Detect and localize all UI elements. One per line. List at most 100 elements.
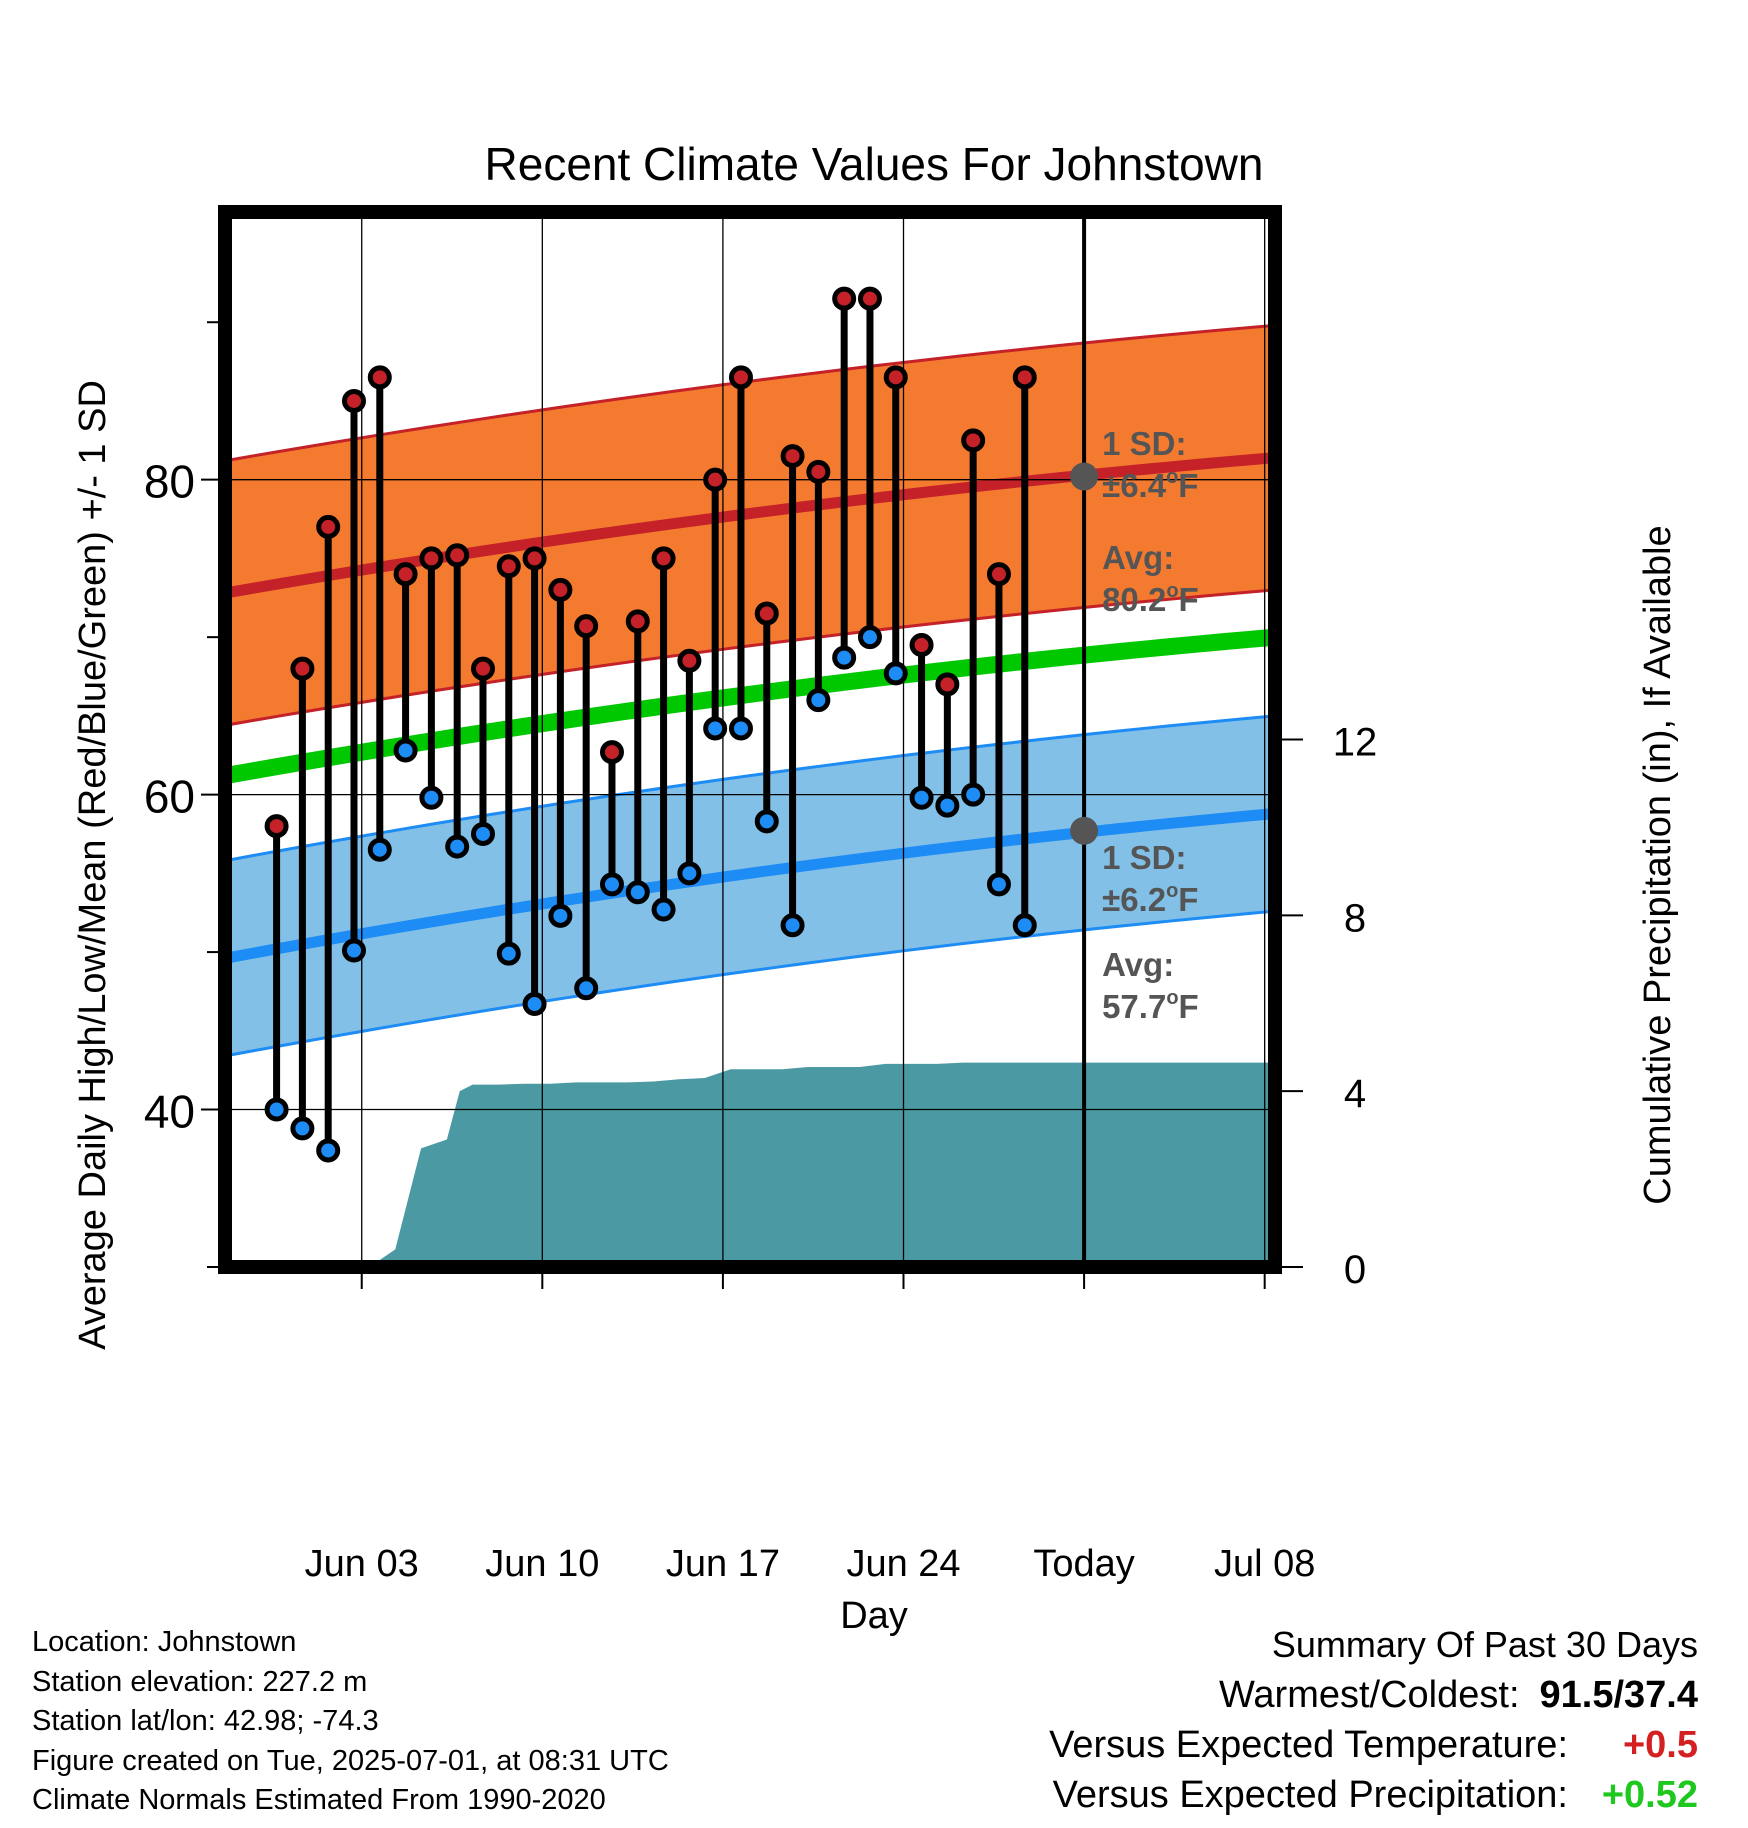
high-point bbox=[780, 444, 805, 469]
low-sd-band-lower-edge bbox=[231, 910, 1269, 1057]
low-point bbox=[677, 861, 702, 886]
high-point bbox=[548, 577, 573, 602]
high-point bbox=[986, 562, 1011, 587]
high-sd-band-lower-edge bbox=[231, 588, 1269, 726]
y2-axis-title: Cumulative Precipitation (in), If Availa… bbox=[1637, 525, 1679, 1204]
low-normal-line bbox=[231, 808, 1269, 963]
location-text: Location: Johnstown bbox=[32, 1626, 297, 1658]
low-point bbox=[935, 793, 960, 818]
high-point bbox=[341, 388, 366, 413]
low-sd-band bbox=[231, 716, 1269, 1055]
precip-value: +0.52 bbox=[1601, 1774, 1698, 1816]
high-point bbox=[599, 740, 624, 765]
low-point bbox=[728, 716, 753, 741]
high-point bbox=[1012, 365, 1037, 390]
plot-area: 1 SD: ±6.4oF Avg: 80.2oF 1 SD: ±6.2oF Avg: 57.7… bbox=[144, 205, 1378, 1585]
low-sd-band-upper-edge bbox=[231, 714, 1269, 862]
low-point bbox=[625, 880, 650, 905]
low-point bbox=[857, 625, 882, 650]
high-point bbox=[909, 633, 934, 658]
x-tick-label: Jun 24 bbox=[846, 1543, 960, 1585]
high-point bbox=[574, 614, 599, 639]
high-point bbox=[883, 365, 908, 390]
y-tick-label: 40 bbox=[144, 1086, 195, 1138]
high-point bbox=[367, 365, 392, 390]
high-point bbox=[445, 543, 470, 568]
low-point bbox=[548, 903, 573, 928]
x-tick-label: Jun 03 bbox=[305, 1543, 419, 1585]
days-label-number: 30 bbox=[1096, 1367, 1133, 1404]
high-point bbox=[806, 459, 831, 484]
y2-tick-label: 12 bbox=[1333, 721, 1378, 765]
high-point bbox=[316, 514, 341, 539]
x-tick-label: Jun 10 bbox=[485, 1543, 599, 1585]
low-point bbox=[496, 941, 521, 966]
high-point bbox=[832, 286, 857, 311]
summary-panel: Summary Of Past 30 Days Warmest/Coldest:… bbox=[1049, 1620, 1698, 1820]
warm-cold-row: Warmest/Coldest: 91.5/37.4 bbox=[1049, 1670, 1698, 1720]
low-point bbox=[264, 1097, 289, 1122]
low-point bbox=[470, 821, 495, 846]
high-point bbox=[728, 365, 753, 390]
precip-area bbox=[378, 1062, 1269, 1261]
y-tick-label: 80 bbox=[144, 456, 195, 508]
summary-title: Summary Of Past 30 Days bbox=[1271, 1624, 1698, 1665]
y2-tick-label: 4 bbox=[1344, 1072, 1366, 1116]
high-point bbox=[935, 672, 960, 697]
low-point bbox=[832, 645, 857, 670]
low-point bbox=[883, 661, 908, 686]
warm-cold-value: 91.5/37.4 bbox=[1539, 1674, 1698, 1716]
high-point bbox=[961, 428, 986, 453]
low-point bbox=[367, 837, 392, 862]
high-point bbox=[625, 609, 650, 634]
x-axis-title: Day bbox=[840, 1595, 908, 1637]
y-tick-label: 60 bbox=[144, 771, 195, 823]
low-point bbox=[316, 1138, 341, 1163]
low-point bbox=[780, 913, 805, 938]
low-point bbox=[290, 1116, 315, 1141]
low-point bbox=[419, 785, 444, 810]
low-point bbox=[986, 872, 1011, 897]
normals-text: Climate Normals Estimated From 1990-2020 bbox=[32, 1784, 606, 1816]
high-point bbox=[419, 546, 444, 571]
today-high-avg-marker bbox=[1070, 462, 1099, 491]
high-point bbox=[496, 554, 521, 579]
y-axis-title: Average Daily High/Low/Mean (Red/Blue/Gr… bbox=[72, 380, 114, 1350]
y2-tick-label: 8 bbox=[1344, 896, 1366, 940]
warm-cold-label: Warmest/Coldest: bbox=[1218, 1674, 1520, 1716]
high-point bbox=[677, 648, 702, 673]
high-point bbox=[522, 546, 547, 571]
low-point bbox=[522, 992, 547, 1017]
low-point bbox=[703, 716, 728, 741]
today-low-avg-marker bbox=[1070, 816, 1099, 845]
low-avg-value: 57.7oF bbox=[1102, 987, 1199, 1025]
high-point bbox=[264, 814, 289, 839]
temp-label: Versus Expected Temperature: bbox=[1049, 1724, 1568, 1766]
high-point bbox=[393, 562, 418, 587]
high-sd-value: ±6.4oF bbox=[1102, 466, 1198, 504]
created-text: Figure created on Tue, 2025-07-01, at 08… bbox=[32, 1744, 669, 1777]
low-point bbox=[445, 834, 470, 859]
precip-row: Versus Expected Precipitation: +0.52 bbox=[1049, 1770, 1698, 1820]
latlon-text: Station lat/lon: 42.98; -74.3 bbox=[32, 1705, 379, 1737]
elevation-text: Station elevation: 227.2 m bbox=[32, 1665, 368, 1698]
high-avg-value: 80.2oF bbox=[1102, 580, 1199, 618]
station-info: Location: Johnstown Station elevation: 2… bbox=[32, 1623, 669, 1821]
low-sd-value: ±6.2oF bbox=[1102, 880, 1198, 918]
low-point bbox=[651, 897, 676, 922]
precip-label: Versus Expected Precipitation: bbox=[1052, 1774, 1568, 1816]
low-point bbox=[1012, 913, 1037, 938]
low-point bbox=[341, 938, 366, 963]
low-point bbox=[961, 782, 986, 807]
low-sd-label: 1 SD: bbox=[1102, 839, 1186, 876]
days-label-text: Days bbox=[1096, 1411, 1175, 1448]
x-tick-label: Jul 08 bbox=[1214, 1543, 1315, 1585]
plot-frame bbox=[218, 205, 1282, 1274]
low-avg-label: Avg: bbox=[1102, 946, 1174, 983]
temp-value: +0.5 bbox=[1622, 1724, 1698, 1766]
low-point bbox=[574, 976, 599, 1001]
low-point bbox=[599, 872, 624, 897]
high-point bbox=[290, 656, 315, 681]
low-point bbox=[909, 785, 934, 810]
